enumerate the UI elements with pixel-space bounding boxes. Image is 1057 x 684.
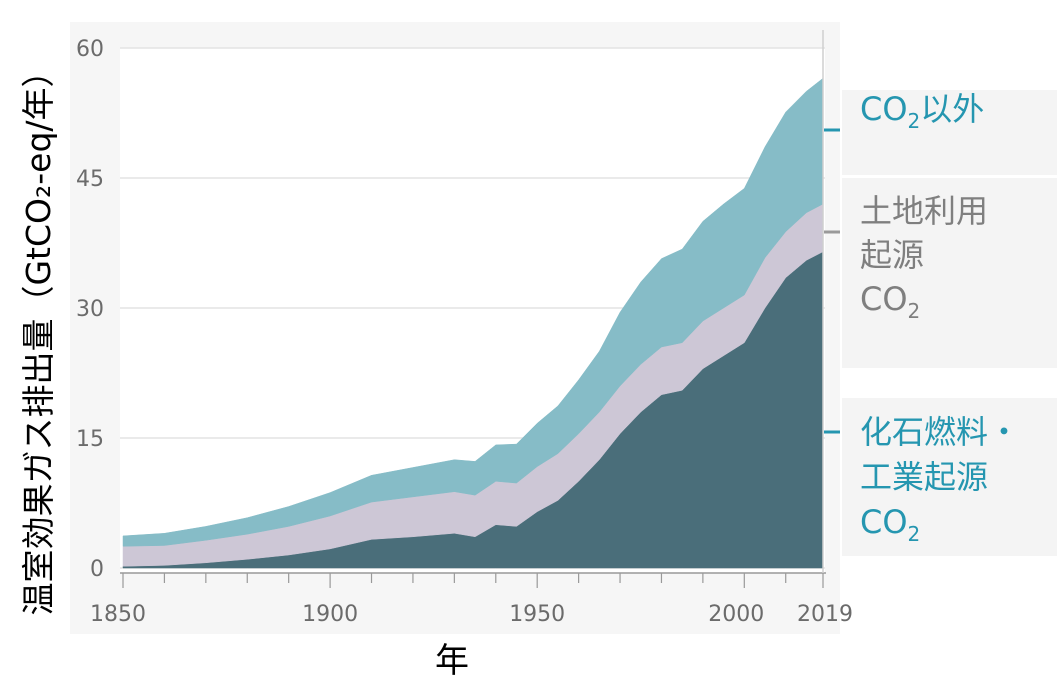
y-tick-label-60: 60 (76, 37, 104, 62)
legend-box-land-use (842, 178, 1057, 368)
legend-label-land-use-line2: 起源 (860, 236, 924, 274)
axes (120, 30, 826, 588)
x-tick-labels: 1850 1900 1950 2000 2019 (90, 602, 853, 627)
legend-box-non-co2 (842, 90, 1057, 175)
x-tick-label-1900: 1900 (302, 602, 358, 627)
legend-label-fossil-line1: 化石燃料・ (860, 413, 1020, 451)
y-tick-labels: 0 15 30 45 60 (76, 37, 104, 582)
legend-box-fossil (842, 398, 1057, 556)
x-tick-label-1950: 1950 (509, 602, 565, 627)
y-tick-label-15: 15 (76, 427, 104, 452)
y-tick-label-45: 45 (76, 167, 104, 192)
legend-label-land-use-line3: CO2 (860, 280, 920, 323)
y-tick-label-30: 30 (76, 297, 104, 322)
legend-label-land-use-line1: 土地利用 (860, 192, 988, 230)
x-axis-title: 年 (435, 641, 469, 681)
y-axis-title: 温室効果ガス排出量（GtCO₂-eq/年） (19, 54, 58, 615)
x-tick-label-2000: 2000 (708, 602, 764, 627)
legend-label-non-co2: CO2以外 (860, 90, 984, 133)
y-tick-label-0: 0 (90, 557, 104, 582)
x-tick-label-1850: 1850 (90, 602, 146, 627)
x-tick-label-2019: 2019 (797, 602, 853, 627)
legend-label-fossil-line2: 工業起源 (860, 458, 988, 496)
legend-label-fossil-line3: CO2 (860, 503, 920, 546)
